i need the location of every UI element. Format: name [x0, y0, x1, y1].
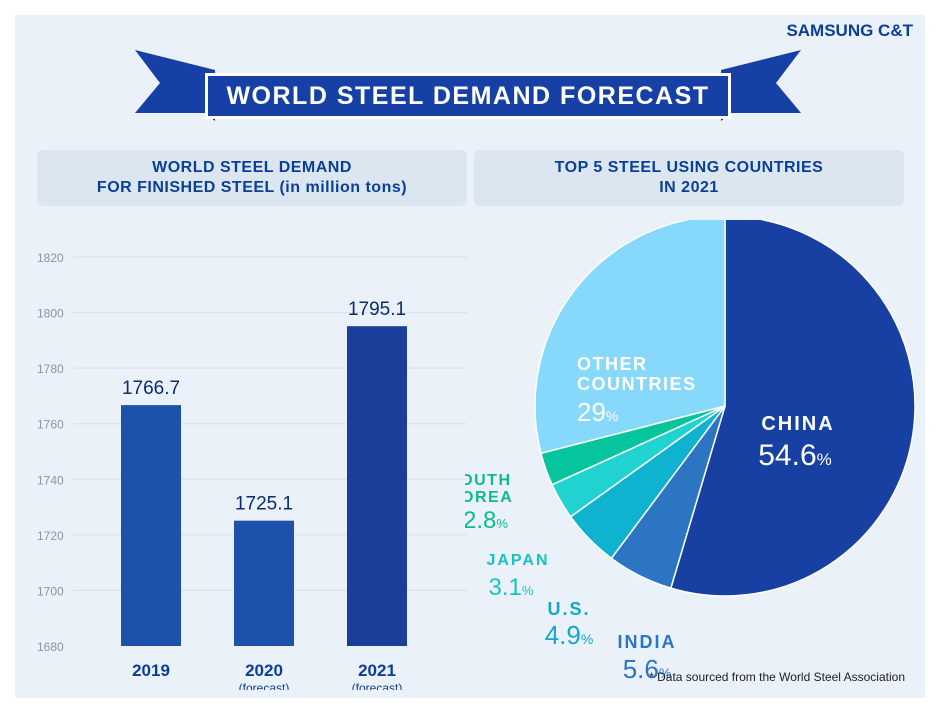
pie-slice-unit: %	[817, 450, 832, 469]
bar-value-label: 1725.1	[235, 494, 293, 515]
bar-value-label: 1795.1	[348, 299, 406, 320]
pie-slice-value: 3.1%	[489, 574, 534, 601]
y-tick-label: 1800	[37, 307, 64, 321]
pie-slice-unit: %	[606, 408, 618, 424]
pie-slice-name: SOUTH	[465, 472, 512, 489]
x-tick-sublabel: (forecast)	[239, 681, 290, 690]
footnote: * Data sourced from the World Steel Asso…	[649, 670, 905, 684]
x-tick-sublabel: (forecast)	[352, 681, 403, 690]
bar-chart-header-line2: FOR FINISHED STEEL (in million tons)	[96, 179, 408, 196]
pie-chart-header-line1: TOP 5 STEEL USING COUNTRIES	[554, 159, 824, 176]
bar-chart: 1680 1700 1720 1740 1760 1780 1800 1820 1766.7 20…	[37, 251, 467, 690]
bar-value-label: 1766.7	[122, 378, 180, 399]
pie-slice-value: 4.9%	[545, 620, 594, 650]
infographic: SAMSUNG C&T WORLD STEEL DEMAND FORECAST …	[15, 15, 925, 698]
brand-logo: SAMSUNG C&T	[786, 21, 913, 40]
pie-slice	[669, 220, 916, 597]
bar-chart-header: WORLD STEEL DEMAND FOR FINISHED STEEL (i…	[37, 150, 467, 206]
pie-slice-unit: %	[496, 516, 508, 531]
y-tick-label: 1680	[37, 640, 64, 654]
page-title: WORLD STEEL DEMAND FORECAST	[205, 73, 731, 119]
pie-slice-name: U.S.	[547, 599, 590, 619]
pie-slice-unit: %	[522, 583, 534, 598]
y-tick-label: 1820	[37, 251, 64, 265]
pie-slice-name: CHINA	[761, 413, 834, 435]
y-tick-label: 1740	[37, 473, 64, 487]
x-tick-label: 2020	[245, 661, 283, 680]
pie-slice-name: JAPAN	[486, 552, 549, 569]
pie-slice-unit: %	[581, 631, 593, 647]
pie-slice-name: COUNTRIES	[577, 374, 697, 394]
pie-slice-value: 2.8%	[465, 507, 508, 534]
ribbon-left-tail	[135, 50, 215, 113]
bar-chart-header-line1: WORLD STEEL DEMAND	[152, 159, 352, 176]
bar	[121, 405, 181, 646]
pie-slice	[534, 220, 726, 455]
x-tick-label: 2019	[132, 661, 170, 680]
pie-chart: CHINA54.6%INDIA5.6%U.S.4.9%JAPAN3.1%SOUT…	[465, 220, 916, 684]
pie-slice-name: KOREA	[465, 489, 513, 506]
bar	[347, 326, 407, 646]
y-tick-label: 1760	[37, 418, 64, 432]
y-tick-label: 1780	[37, 362, 64, 376]
y-tick-label: 1720	[37, 529, 64, 543]
ribbon-right-tail	[721, 50, 801, 113]
pie-chart-header: TOP 5 STEEL USING COUNTRIES IN 2021	[474, 150, 904, 206]
x-tick-label: 2021	[358, 661, 396, 680]
pie-slice-unit: %	[659, 665, 671, 681]
y-tick-label: 1700	[37, 584, 64, 598]
bar	[234, 520, 294, 646]
pie-chart-header-line2: IN 2021	[659, 179, 719, 196]
pie-slice-name: OTHER	[577, 354, 648, 374]
pie-slice-name: INDIA	[618, 632, 677, 652]
